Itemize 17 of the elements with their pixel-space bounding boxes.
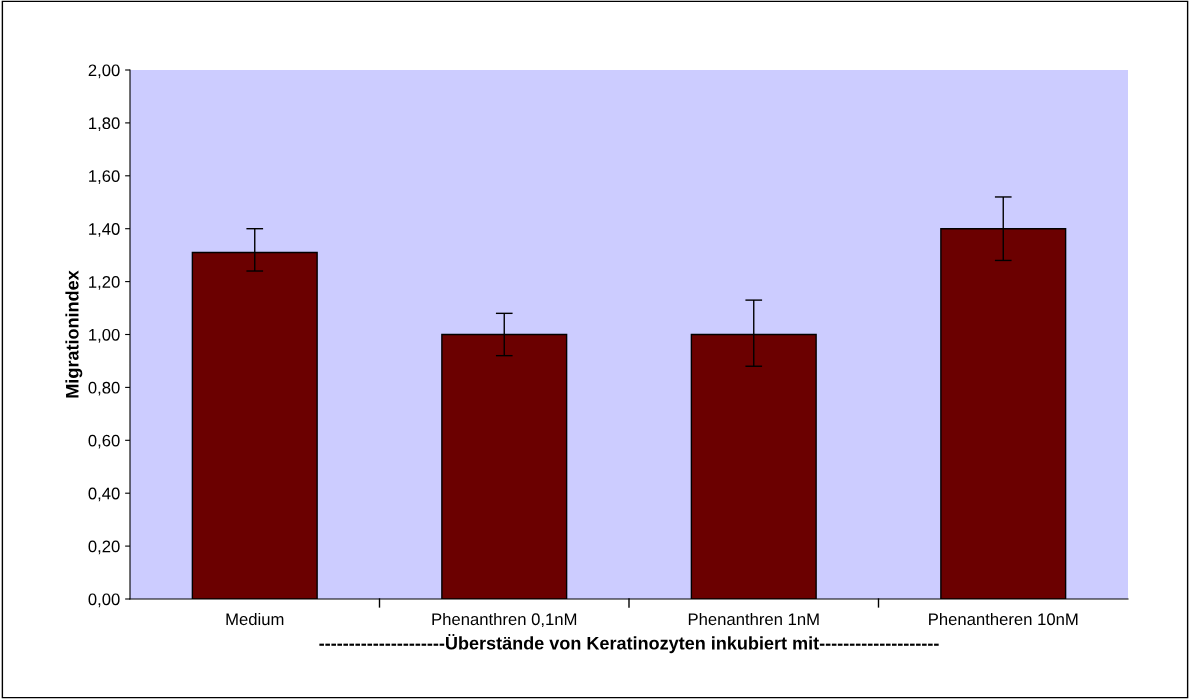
x-axis-title: ---------------------Überstände von Keratinozyten inkubiert mit-------------------- (319, 633, 939, 654)
y-tick-label: 1,60 (89, 170, 120, 184)
y-tick-label: 1,40 (89, 223, 120, 237)
y-tick-label: 0,40 (88, 487, 120, 502)
y-tick-label: 1,80 (89, 117, 120, 132)
x-tick-label: Phenanthren 0,1nM (432, 612, 577, 628)
x-tick-label: Phenanthren 1nM (688, 612, 819, 626)
y-axis-title: Migrationindex (65, 270, 83, 398)
y-tick-label: 0,60 (88, 434, 120, 449)
y-tick-label: 0,20 (88, 540, 120, 555)
x-tick-label: Phenantheren 10nM (929, 612, 1078, 626)
x-tick-label: Medium (226, 612, 284, 626)
y-tick-label: 1,20 (89, 276, 120, 290)
y-tick-label: 2,00 (88, 64, 120, 79)
y-tick-label: 0,80 (88, 381, 120, 396)
y-tick-label: 0,00 (88, 593, 120, 608)
y-tick-label: 1,00 (89, 328, 120, 343)
